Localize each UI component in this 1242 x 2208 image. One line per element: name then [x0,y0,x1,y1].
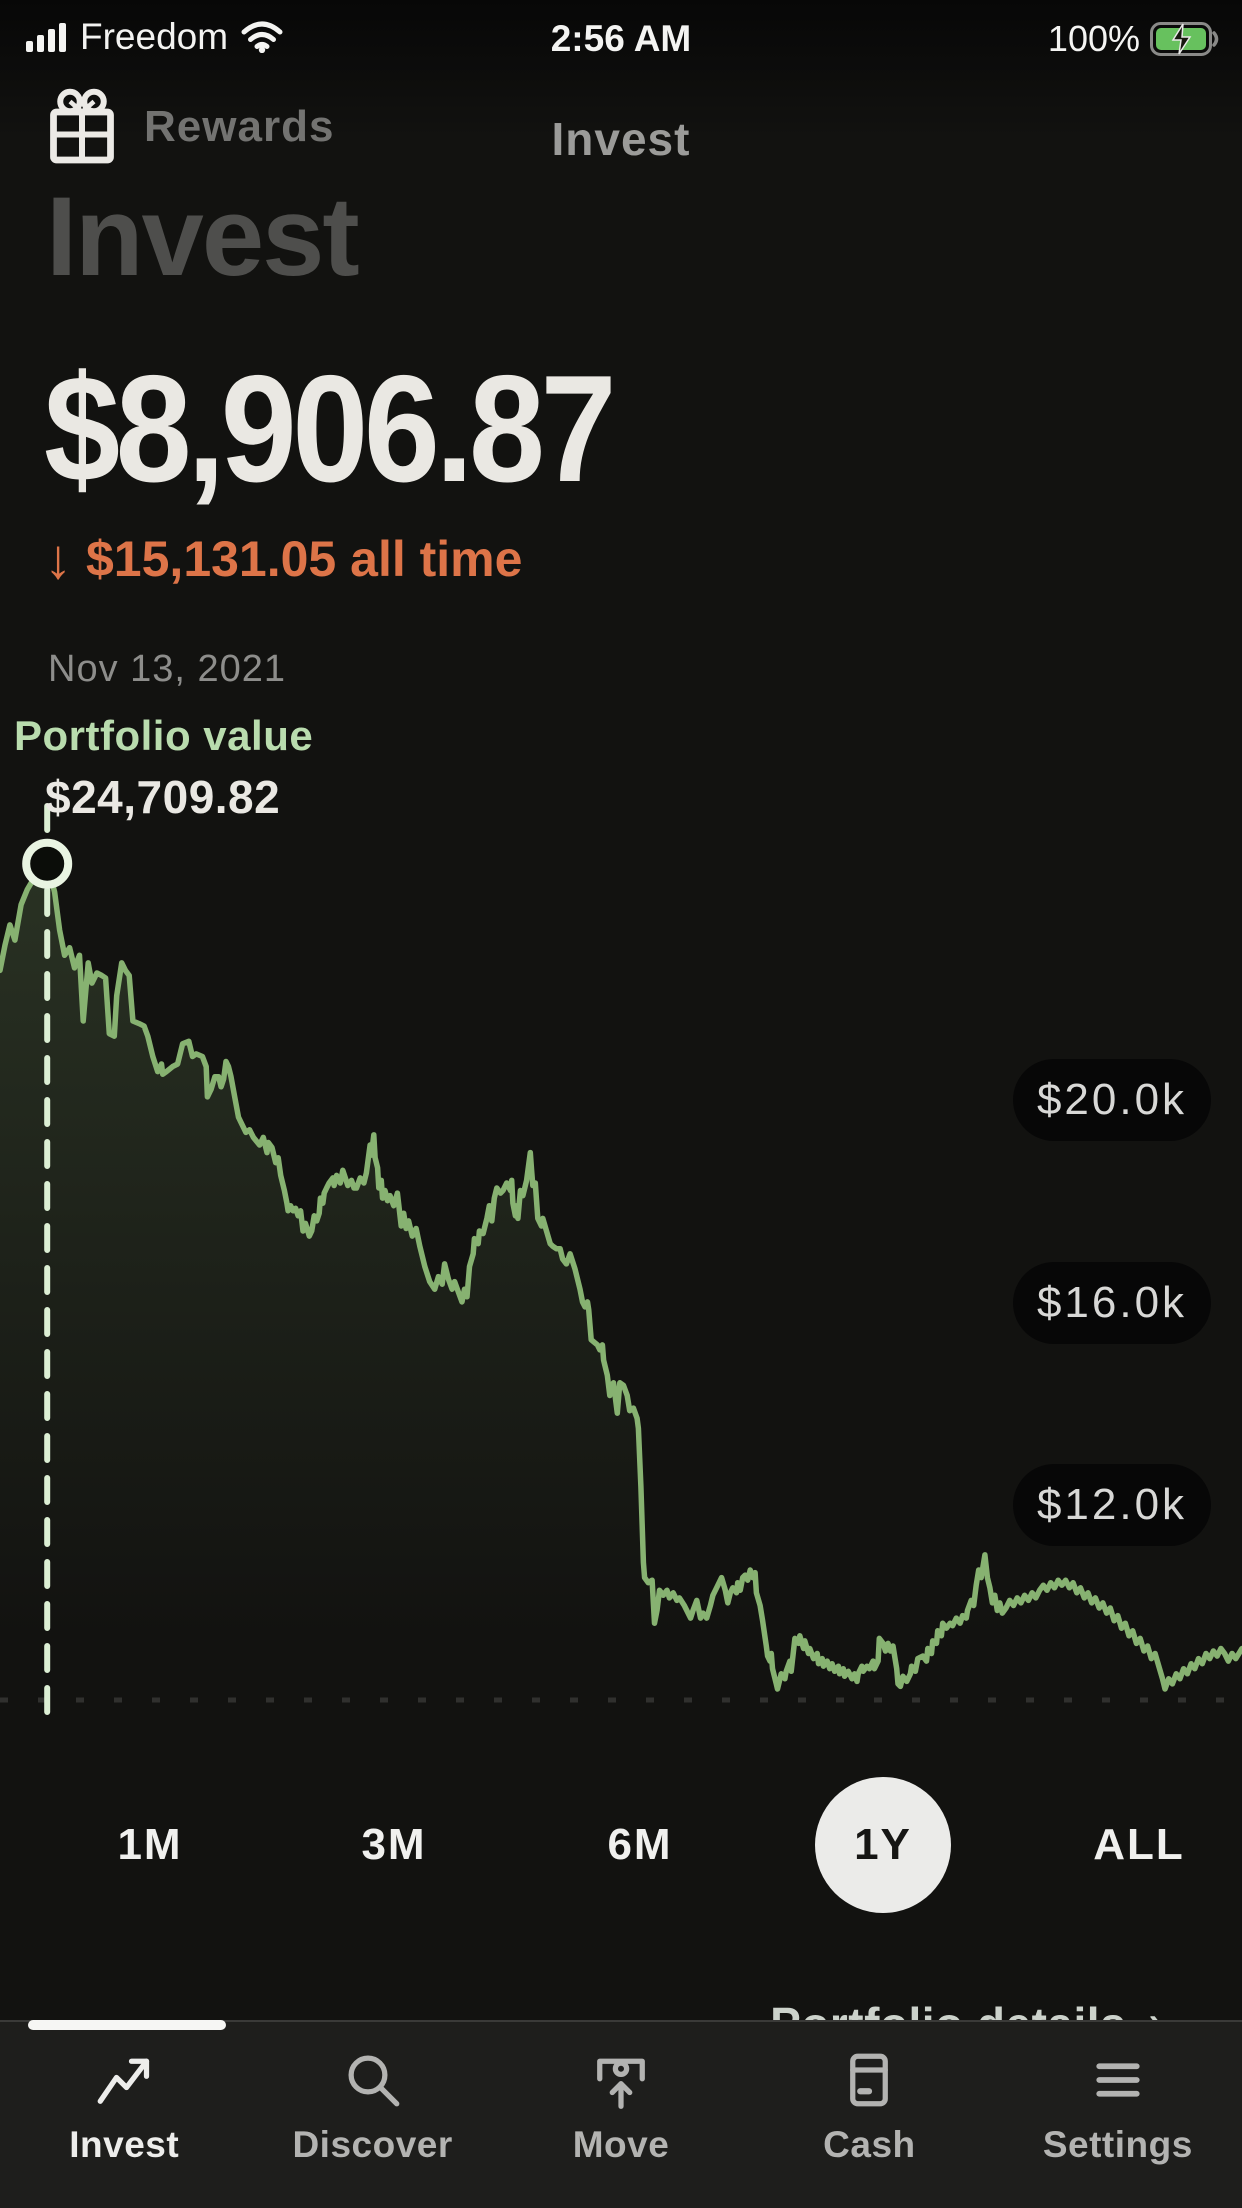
tooltip-series-label: Portfolio value [14,712,314,759]
all-time-change-text: $15,131.05 all time [86,531,523,587]
carrier-label: Freedom [80,16,229,57]
search-icon [348,2055,399,2107]
portfolio-current-value: $8,906.87 [44,344,617,514]
period-1y[interactable]: 1Y [854,1820,912,1869]
nav-item-settings[interactable]: Settings [994,2022,1242,2208]
chart-line [0,860,1242,1692]
battery-percent: 100% [1047,18,1140,59]
scrub-marker[interactable] [22,838,73,889]
period-1m[interactable]: 1M [117,1820,183,1869]
nav-item-discover[interactable]: Discover [248,2022,496,2208]
page-title: Invest [46,174,360,299]
selected-period-circle [815,1777,951,1913]
clock: 2:56 AM [550,18,692,59]
nav-label-move: Move [572,2124,670,2165]
nav-label-discover: Discover [292,2124,453,2165]
period-all[interactable]: ALL [1093,1820,1185,1869]
card-icon [850,2053,889,2107]
chart-area-fill [0,863,1242,1712]
signal-strength-icon [26,23,66,52]
y-axis-pill-16k: $16.0k [1013,1262,1211,1344]
nav-item-cash[interactable]: Cash [745,2022,993,2208]
nav-item-invest[interactable]: Invest [0,2022,248,2208]
all-time-change: ↓ $15,131.05 all time [44,530,522,588]
period-selector: 1M 3M 6M 1Y ALL [0,1775,1242,1915]
wifi-icon [241,21,283,53]
scrub-date-label: Nov 13, 2021 [48,648,287,690]
nav-bar-title: Invest [551,113,691,165]
battery-charging-icon [1150,22,1219,56]
down-arrow-icon: ↓ [44,527,72,590]
active-tab-indicator [28,2020,226,2030]
rewards-label: Rewards [144,102,335,151]
gift-icon [50,88,114,164]
y-axis-pill-20k: $20.0k [1013,1059,1211,1141]
nav-item-move[interactable]: Move [497,2022,745,2208]
bottom-nav-bar: Invest Discover Move Cash Settin [0,2020,1242,2208]
deposit-arrow-icon [597,2058,645,2109]
nav-label-settings: Settings [1042,2124,1193,2165]
nav-label-cash: Cash [823,2124,916,2165]
trend-up-icon [97,2058,150,2104]
period-3m[interactable]: 3M [361,1820,427,1869]
menu-icon [1096,2063,1140,2097]
rewards-button[interactable]: Rewards [44,88,334,166]
tooltip-value: $24,709.82 [45,771,281,823]
status-bar: Freedom 2:56 AM 100% [0,10,1242,70]
y-axis-pill-12k: $12.0k [1013,1464,1211,1546]
nav-label-invest: Invest [69,2124,180,2165]
period-6m[interactable]: 6M [607,1820,673,1869]
